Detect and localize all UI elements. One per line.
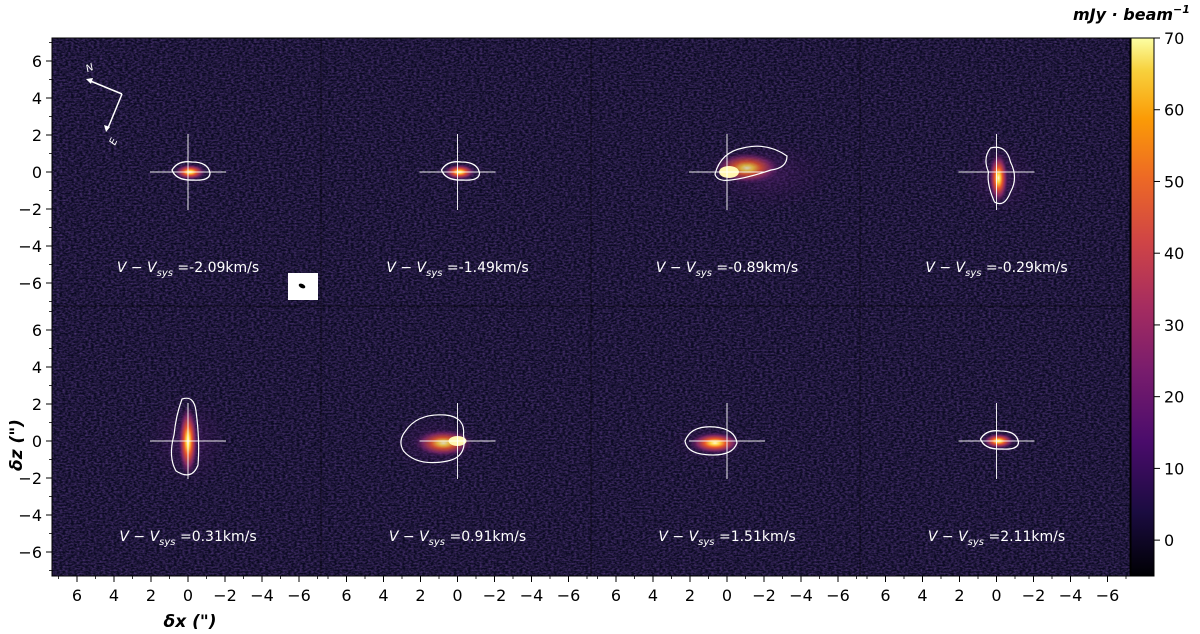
x-tick-label: 0 xyxy=(183,586,193,605)
x-tick-label: 4 xyxy=(378,586,388,605)
x-tick-label: 4 xyxy=(917,586,927,605)
channel-panel: V − Vsys =2.11km/s xyxy=(928,403,1065,548)
y-tick-label: 6 xyxy=(32,321,42,340)
x-tick-label: 0 xyxy=(452,586,462,605)
channel-panel: V − Vsys =-2.09km/s xyxy=(117,134,259,279)
x-tick-label: 0 xyxy=(722,586,732,605)
velocity-label: V − Vsys =0.91km/s xyxy=(389,529,526,548)
x-tick-label: −2 xyxy=(752,586,776,605)
panel-separators xyxy=(52,38,1130,576)
channel-panel: V − Vsys =-0.89km/s xyxy=(656,134,837,279)
y-tick-label: 2 xyxy=(32,395,42,414)
colorbar-tick-label: 60 xyxy=(1164,101,1184,120)
y-tick-label: 6 xyxy=(32,52,42,71)
x-tick-label: 2 xyxy=(146,586,156,605)
compass xyxy=(86,78,123,132)
colorbar-tick-label: 0 xyxy=(1164,531,1174,550)
x-tick-label: −4 xyxy=(250,586,274,605)
emission-blob xyxy=(697,136,837,212)
y-tick-label: −2 xyxy=(18,469,42,488)
y-tick-label: 0 xyxy=(32,163,42,182)
x-tick-label: 2 xyxy=(954,586,964,605)
center-crosshair xyxy=(958,403,1035,479)
velocity-label: V − Vsys =-0.29km/s xyxy=(925,260,1067,279)
x-tick-label: −6 xyxy=(826,586,850,605)
x-tick-label: 4 xyxy=(109,586,119,605)
y-tick-label: −4 xyxy=(18,237,42,256)
x-axis-title: δx (") xyxy=(164,612,217,632)
map-frame xyxy=(51,37,1131,577)
channel-panel: V − Vsys =0.91km/s xyxy=(385,403,526,548)
x-tick-label: −6 xyxy=(557,586,581,605)
colorbar-tick-label: 50 xyxy=(1164,172,1184,191)
velocity-label: V − Vsys =0.31km/s xyxy=(119,529,256,548)
center-crosshair xyxy=(419,403,496,479)
compass-east-label: E xyxy=(108,136,121,147)
y-tick-label: −6 xyxy=(18,543,42,562)
y-tick-label: 2 xyxy=(32,126,42,145)
axes-layer: 6 4 2 0 −2 −4 −6 6 4 2 0 −2 −4 −6 6 4 2 0 −2 −4 −6 6 4 2 0 −2 −4 −6… xyxy=(18,42,1127,605)
x-tick-label: 6 xyxy=(880,586,890,605)
emission-blob xyxy=(669,421,749,465)
emission-blob xyxy=(960,136,1041,220)
x-tick-label: −2 xyxy=(1022,586,1046,605)
x-tick-label: −6 xyxy=(287,586,311,605)
velocity-label: V − Vsys =1.51km/s xyxy=(658,529,795,548)
y-tick-label: 4 xyxy=(32,89,42,108)
beam-marker xyxy=(288,273,318,300)
colorbar-tick-label: 20 xyxy=(1164,388,1184,407)
velocity-label: V − Vsys =2.11km/s xyxy=(928,529,1065,548)
x-tick-label: −4 xyxy=(520,586,544,605)
center-crosshair xyxy=(150,403,226,479)
colorbar-ticks: 70 60 50 40 30 20 10 0 xyxy=(1154,29,1184,550)
y-tick-label: −4 xyxy=(18,506,42,525)
panels-layer: V − Vsys =-2.09km/s V − Vsys =-1.49km/s V … xyxy=(117,134,1068,548)
center-crosshair xyxy=(689,403,765,479)
center-crosshair xyxy=(689,134,765,210)
channel-panel: V − Vsys =-1.49km/s xyxy=(386,134,529,279)
velocity-label: V − Vsys =-0.89km/s xyxy=(656,260,798,279)
x-tick-label: 6 xyxy=(72,586,82,605)
compass-north-label: N xyxy=(84,62,96,75)
x-tick-label: 6 xyxy=(611,586,621,605)
center-crosshair xyxy=(958,134,1035,210)
x-tick-label: 0 xyxy=(991,586,1001,605)
x-tick-label: −4 xyxy=(1059,586,1083,605)
emission-blob xyxy=(385,413,486,473)
x-tick-label: −4 xyxy=(789,586,813,605)
y-tick-label: −6 xyxy=(18,274,42,293)
x-tick-label: −2 xyxy=(483,586,507,605)
channel-panel: V − Vsys =-0.29km/s xyxy=(925,134,1068,279)
x-tick-label: 2 xyxy=(415,586,425,605)
channel-panel: V − Vsys =1.51km/s xyxy=(658,403,796,548)
y-axis-title: δz (") xyxy=(7,419,27,471)
center-crosshair xyxy=(150,134,226,210)
colorbar-tick-label: 40 xyxy=(1164,244,1184,263)
x-tick-label: 4 xyxy=(648,586,658,605)
y-tick-label: 4 xyxy=(32,358,42,377)
colorbar-tick-label: 30 xyxy=(1164,316,1184,335)
colorbar-tick-label: 10 xyxy=(1164,459,1184,478)
x-tick-label: −2 xyxy=(213,586,237,605)
velocity-label: V − Vsys =-2.09km/s xyxy=(117,260,259,279)
center-crosshair xyxy=(419,134,496,210)
velocity-label: V − Vsys =-1.49km/s xyxy=(386,260,528,279)
x-tick-label: 6 xyxy=(341,586,351,605)
colorbar: 70 60 50 40 30 20 10 0 mJy · beam−1 xyxy=(1073,3,1190,577)
colorbar-tick-label: 70 xyxy=(1164,29,1184,48)
x-tick-label: −6 xyxy=(1096,586,1120,605)
y-tick-label: 0 xyxy=(32,432,42,451)
y-tick-label: −2 xyxy=(18,200,42,219)
colorbar-unit-label: mJy · beam−1 xyxy=(1073,3,1190,24)
channel-panel: V − Vsys =0.31km/s xyxy=(119,391,257,548)
x-tick-label: 2 xyxy=(685,586,695,605)
